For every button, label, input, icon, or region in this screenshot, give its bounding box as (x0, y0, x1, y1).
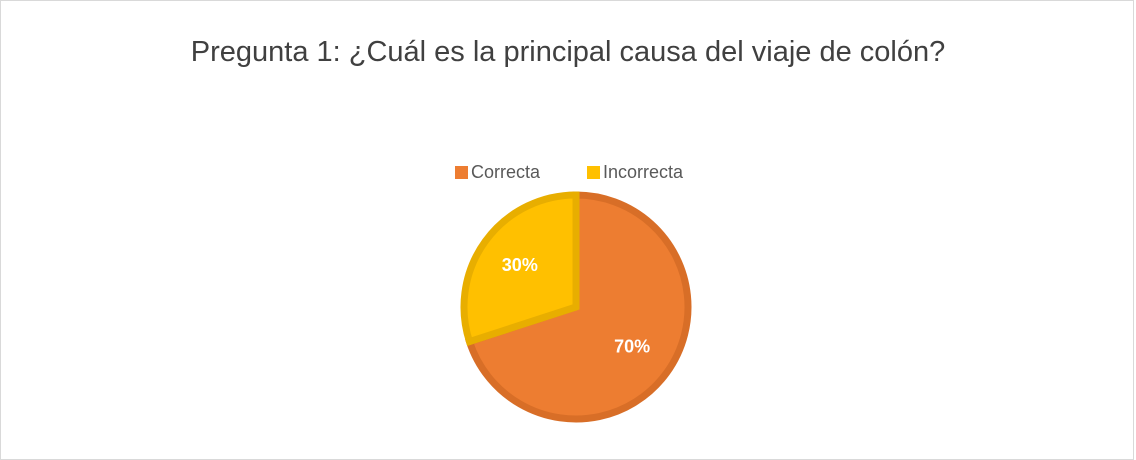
chart-title: Pregunta 1: ¿Cuál es la principal causa … (190, 36, 946, 68)
chart: 70% 30% Correcta Incorrecta (455, 162, 692, 423)
pie-slice (460, 191, 580, 347)
legend-swatch (587, 166, 600, 179)
data-label: 30% (502, 255, 538, 275)
legend-swatch (455, 166, 468, 179)
legend-label: Incorrecta (603, 162, 684, 182)
legend-label: Correcta (471, 162, 541, 182)
data-label: 70% (614, 337, 650, 357)
